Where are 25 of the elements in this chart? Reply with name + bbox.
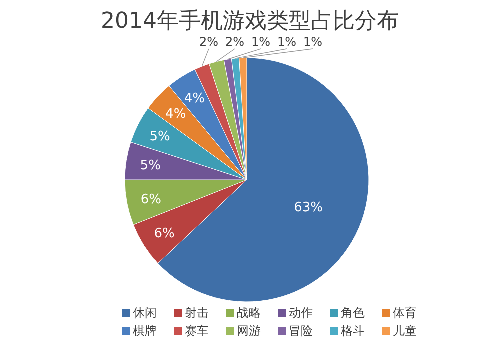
legend-label: 角色 [341, 306, 365, 320]
legend-label: 战略 [237, 306, 261, 320]
data-label: 4% [184, 92, 206, 107]
data-label: 4% [166, 107, 186, 122]
data-label: 5% [150, 130, 170, 145]
legend-label: 冒险 [289, 324, 313, 338]
legend-label: 棋牌 [133, 324, 157, 338]
data-label: 1% [277, 35, 297, 49]
chart-title: 2014年手机游戏类型占比分布 [101, 9, 399, 34]
legend-label: 射击 [185, 306, 209, 320]
data-label: 5% [140, 158, 161, 174]
data-label: 6% [154, 226, 175, 242]
legend-label: 儿童 [393, 324, 417, 338]
data-label: 1% [251, 35, 271, 49]
data-label: 2% [225, 35, 245, 49]
legend-label: 赛车 [185, 324, 209, 338]
data-label: 1% [303, 35, 323, 49]
legend-label: 网游 [237, 324, 261, 338]
legend-label: 休闲 [133, 306, 157, 320]
legend-label: 格斗 [340, 324, 365, 338]
data-label: 6% [140, 192, 162, 208]
legend-label: 动作 [289, 306, 313, 320]
data-label: 2% [199, 35, 219, 49]
legend-label: 体育 [393, 306, 417, 320]
data-label: 63% [294, 200, 324, 216]
